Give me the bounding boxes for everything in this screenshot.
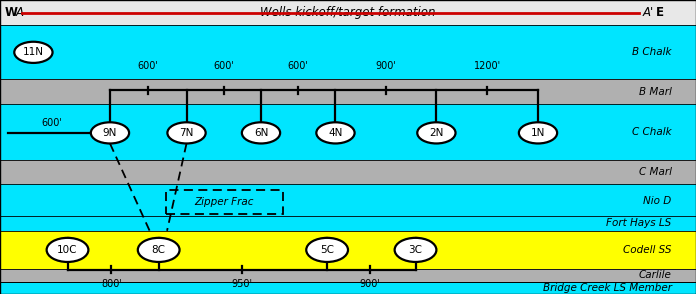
Text: C Chalk: C Chalk xyxy=(632,127,672,137)
Text: B Chalk: B Chalk xyxy=(632,47,672,57)
Bar xyxy=(0,79,696,104)
Text: 9N: 9N xyxy=(103,128,117,138)
Text: Nio D: Nio D xyxy=(643,196,672,206)
Text: Wells kickoff/target formation: Wells kickoff/target formation xyxy=(260,6,436,19)
Text: 600': 600' xyxy=(214,61,235,71)
Text: W: W xyxy=(4,6,17,19)
Text: Bridge Creek LS Member: Bridge Creek LS Member xyxy=(543,283,672,293)
Text: Zipper Frac: Zipper Frac xyxy=(194,197,254,207)
Bar xyxy=(0,216,696,231)
Text: E: E xyxy=(656,6,664,19)
Bar xyxy=(0,269,696,282)
Bar xyxy=(0,184,696,216)
Text: 5C: 5C xyxy=(320,245,334,255)
Ellipse shape xyxy=(306,238,348,262)
Ellipse shape xyxy=(168,122,206,143)
Ellipse shape xyxy=(395,238,436,262)
Bar xyxy=(0,0,696,25)
Ellipse shape xyxy=(47,238,88,262)
Text: Codell SS: Codell SS xyxy=(623,245,672,255)
Text: 8C: 8C xyxy=(152,245,166,255)
Bar xyxy=(166,190,283,214)
Text: 900': 900' xyxy=(376,61,397,71)
Ellipse shape xyxy=(242,122,280,143)
Ellipse shape xyxy=(418,122,455,143)
Text: 950': 950' xyxy=(231,279,252,289)
Text: A: A xyxy=(16,6,24,19)
Bar xyxy=(0,25,696,79)
Text: C Marl: C Marl xyxy=(639,167,672,177)
Text: 10C: 10C xyxy=(57,245,78,255)
Text: Carlile: Carlile xyxy=(639,270,672,280)
Bar xyxy=(0,282,696,294)
Text: 3C: 3C xyxy=(409,245,422,255)
Text: B Marl: B Marl xyxy=(639,87,672,97)
Ellipse shape xyxy=(519,122,557,143)
Text: 800': 800' xyxy=(101,279,122,289)
Bar xyxy=(0,160,696,184)
Text: 600': 600' xyxy=(138,61,159,71)
Text: 600': 600' xyxy=(42,118,63,128)
Bar xyxy=(0,231,696,269)
Ellipse shape xyxy=(14,42,53,63)
Text: 1N: 1N xyxy=(531,128,545,138)
Bar xyxy=(0,104,696,160)
Text: 4N: 4N xyxy=(329,128,342,138)
Text: 6N: 6N xyxy=(254,128,268,138)
Ellipse shape xyxy=(316,122,354,143)
Ellipse shape xyxy=(138,238,180,262)
Text: 900': 900' xyxy=(360,279,381,289)
Text: 11N: 11N xyxy=(23,47,44,57)
Text: 7N: 7N xyxy=(180,128,193,138)
Text: 600': 600' xyxy=(287,61,308,71)
Text: 1200': 1200' xyxy=(474,61,500,71)
Text: 2N: 2N xyxy=(429,128,443,138)
Text: A': A' xyxy=(642,6,654,19)
Text: Fort Hays LS: Fort Hays LS xyxy=(606,218,672,228)
Ellipse shape xyxy=(90,122,129,143)
